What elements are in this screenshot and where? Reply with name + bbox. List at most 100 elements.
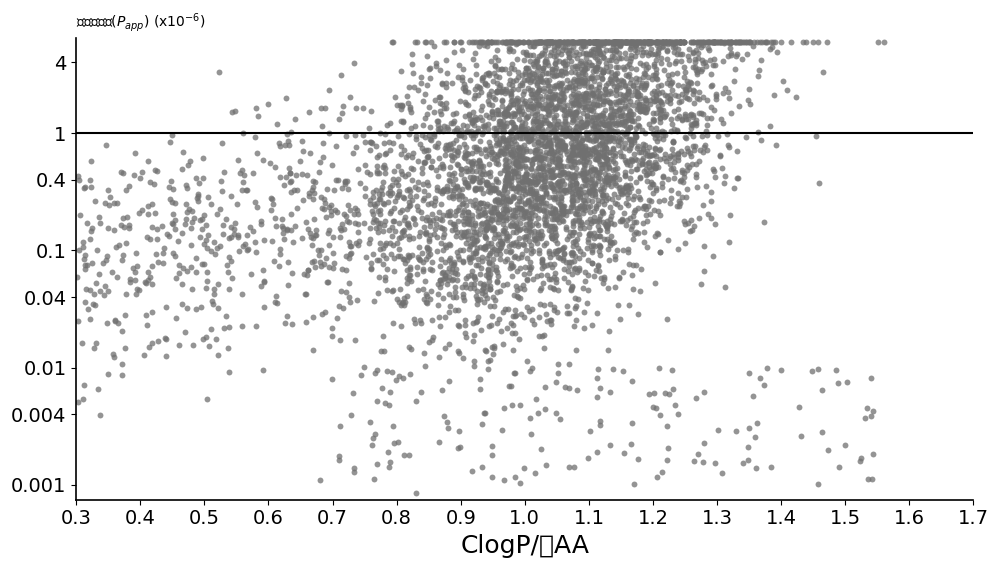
Point <box>505 206 521 215</box>
Point <box>181 204 197 213</box>
Point <box>599 121 615 130</box>
Point <box>76 184 92 193</box>
Point <box>552 168 568 177</box>
Point <box>702 55 718 64</box>
Point <box>470 312 486 321</box>
Point <box>398 152 414 162</box>
Point <box>427 142 443 151</box>
Point <box>644 50 660 59</box>
Point <box>174 280 190 289</box>
Point <box>592 118 608 127</box>
Point <box>424 335 440 344</box>
Point <box>490 271 506 280</box>
Point <box>513 205 529 214</box>
Point <box>589 112 605 121</box>
Point <box>446 185 462 195</box>
Point <box>221 368 237 377</box>
Point <box>608 37 624 46</box>
Point <box>486 123 502 133</box>
Point <box>557 42 573 51</box>
Point <box>722 210 738 219</box>
Point <box>648 64 664 73</box>
Point <box>584 191 600 200</box>
Point <box>631 99 647 108</box>
Point <box>579 134 595 143</box>
Point <box>491 232 507 241</box>
Point <box>100 185 116 195</box>
Point <box>557 113 573 122</box>
Point <box>549 179 565 188</box>
Point <box>569 92 585 101</box>
Point <box>460 208 476 217</box>
Point <box>546 215 562 224</box>
Point <box>599 217 615 226</box>
Point <box>517 96 533 105</box>
Point <box>573 64 589 73</box>
Point <box>226 224 242 233</box>
Point <box>113 167 129 176</box>
Point <box>393 150 409 159</box>
Point <box>581 99 597 108</box>
Point <box>439 267 455 276</box>
Point <box>546 147 562 156</box>
Point <box>539 141 555 150</box>
Point <box>670 188 686 197</box>
Point <box>168 273 184 282</box>
Point <box>534 154 550 163</box>
Point <box>705 37 721 46</box>
Point <box>720 38 736 47</box>
Point <box>738 37 754 46</box>
Point <box>645 161 661 170</box>
Point <box>632 287 648 296</box>
Point <box>496 165 512 174</box>
Point <box>571 100 587 109</box>
Point <box>142 273 158 282</box>
Point <box>401 252 417 261</box>
Point <box>479 180 495 189</box>
Point <box>553 37 569 46</box>
Point <box>591 92 607 101</box>
Point <box>637 128 653 137</box>
Point <box>634 79 650 88</box>
Point <box>234 322 250 331</box>
Point <box>638 37 654 46</box>
Point <box>529 114 545 123</box>
Point <box>544 37 560 46</box>
Point <box>419 109 435 118</box>
Point <box>466 143 482 152</box>
Point <box>520 37 536 46</box>
Point <box>546 187 562 196</box>
Point <box>591 169 607 178</box>
Point <box>502 127 518 136</box>
Point <box>588 154 604 163</box>
Point <box>356 362 372 372</box>
Point <box>516 212 532 221</box>
Point <box>455 84 471 93</box>
Point <box>317 198 333 207</box>
Point <box>638 107 654 116</box>
Point <box>302 229 318 238</box>
Point <box>423 136 439 145</box>
Point <box>713 37 729 46</box>
Point <box>542 37 558 46</box>
Point <box>566 37 582 46</box>
Point <box>676 37 692 46</box>
Point <box>505 158 521 167</box>
Point <box>490 209 506 218</box>
Point <box>566 51 582 60</box>
Point <box>489 106 505 115</box>
Point <box>617 171 633 180</box>
Point <box>525 102 541 111</box>
Point <box>533 226 549 236</box>
Point <box>495 209 511 218</box>
Point <box>295 147 311 156</box>
Point <box>472 199 488 208</box>
Point <box>563 284 579 294</box>
Point <box>590 260 606 269</box>
Point <box>498 85 514 94</box>
Point <box>402 105 418 114</box>
Point <box>570 187 586 196</box>
Point <box>435 187 451 196</box>
Point <box>644 37 660 46</box>
Point <box>523 201 539 211</box>
